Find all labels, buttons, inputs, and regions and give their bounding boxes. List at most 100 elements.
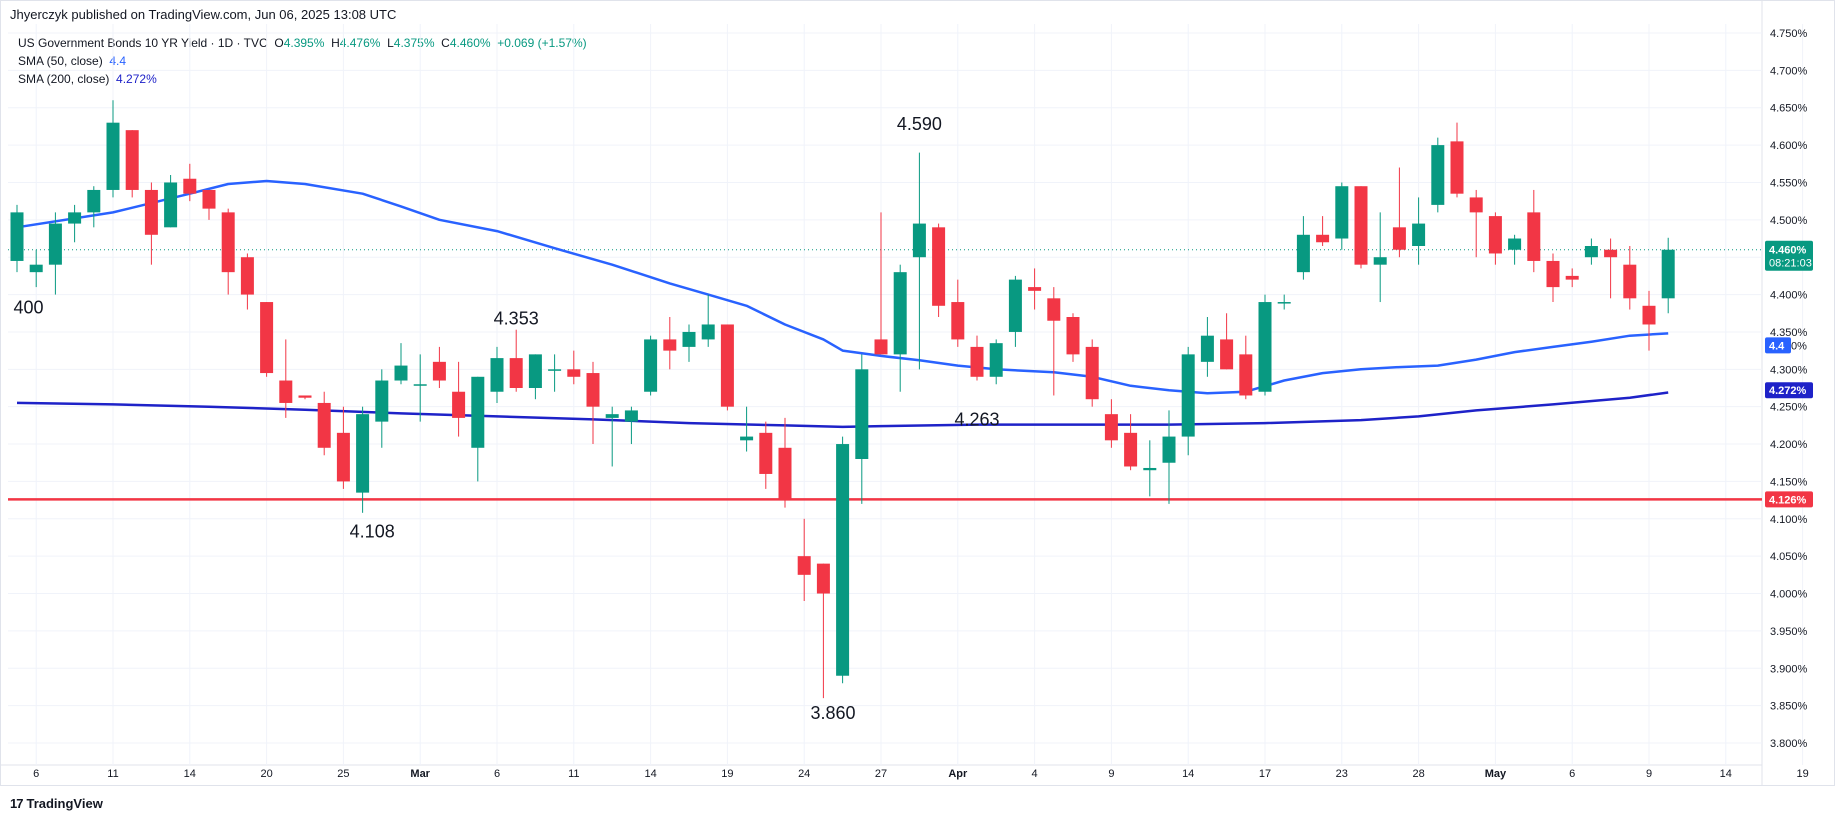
candle <box>10 204 24 273</box>
candle-body <box>644 339 658 392</box>
candle-body <box>1642 305 1656 325</box>
price-annotation: 4.590 <box>897 114 942 134</box>
candle-body <box>452 391 466 418</box>
candle-body <box>1527 212 1541 261</box>
candle <box>279 339 293 418</box>
candle-body <box>221 212 235 273</box>
candle <box>1392 167 1406 258</box>
candle-body <box>682 331 696 347</box>
candle <box>1335 182 1349 250</box>
candle-body <box>816 563 830 594</box>
candle-body <box>970 346 984 377</box>
candle <box>260 302 274 377</box>
y-tick-label: 4.200% <box>1770 439 1808 451</box>
sma50-value: 4.4 <box>109 54 127 68</box>
candle-body <box>144 189 158 235</box>
candle-body <box>125 130 139 190</box>
candle <box>509 329 523 392</box>
candle <box>1527 189 1541 273</box>
candle <box>912 152 926 370</box>
candle-body <box>1220 339 1234 370</box>
candle-body <box>1335 186 1349 239</box>
candle <box>1546 253 1560 303</box>
candle <box>1239 335 1253 400</box>
candle <box>394 343 408 385</box>
candle <box>836 436 850 684</box>
candle <box>1162 410 1176 504</box>
candle-body <box>413 384 427 386</box>
candle-body <box>1623 264 1637 299</box>
price-annotation: 4.353 <box>494 308 539 328</box>
y-tick-label: 4.000% <box>1770 589 1808 601</box>
candle <box>356 406 370 513</box>
legend-sma50-row[interactable]: SMA (50, close) 4.4 <box>18 52 587 70</box>
support-tag: 4.126% <box>1769 494 1807 506</box>
candle-body <box>951 302 965 340</box>
candle <box>759 421 773 489</box>
change-value: +0.069 (+1.57%) <box>497 36 587 50</box>
x-tick-label: 6 <box>1569 768 1575 780</box>
candle <box>1604 238 1618 299</box>
candle-body <box>240 257 254 295</box>
candle-body <box>1450 141 1464 194</box>
candle <box>605 406 619 467</box>
candle-body <box>1316 234 1330 243</box>
candle-body <box>740 436 754 441</box>
x-tick-label: 14 <box>1720 768 1732 780</box>
candle <box>816 563 830 699</box>
x-tick-label: Mar <box>410 768 430 780</box>
candle <box>548 354 562 392</box>
candle <box>471 376 485 482</box>
candle <box>1104 399 1118 448</box>
sma50-line <box>16 179 1669 395</box>
candle-body <box>548 369 562 371</box>
sma50-tag-tail: 0% <box>1791 340 1807 352</box>
candle-body <box>1373 257 1387 265</box>
candle <box>1488 212 1502 265</box>
x-tick-label: 11 <box>107 768 118 780</box>
candle <box>1200 317 1214 377</box>
candle-body <box>1508 238 1522 250</box>
candle-body <box>1124 432 1138 467</box>
x-tick-label: 6 <box>494 768 500 780</box>
candle-body <box>1661 249 1675 299</box>
y-tick-label: 4.500% <box>1770 215 1808 227</box>
candle-body <box>1008 279 1022 332</box>
candle <box>855 354 869 504</box>
candle-body <box>1085 346 1099 400</box>
sma50-tag: 4.4 <box>1769 340 1785 352</box>
sma200-value: 4.272% <box>116 72 157 86</box>
candle <box>624 406 638 445</box>
x-tick-label: 19 <box>1796 768 1808 780</box>
legend-symbol-row[interactable]: US Government Bonds 10 YR Yield · 1D · T… <box>18 36 587 50</box>
candle <box>48 212 62 295</box>
candle-body <box>1200 335 1214 362</box>
y-tick-label: 4.700% <box>1770 65 1808 77</box>
candle-body <box>356 414 370 493</box>
candle <box>1508 234 1522 265</box>
legend-sma200-row[interactable]: SMA (200, close) 4.272% <box>18 70 587 88</box>
candle-body <box>567 369 581 377</box>
candle-body <box>1469 197 1483 213</box>
candle <box>452 361 466 437</box>
candle <box>336 406 350 489</box>
candle <box>1181 346 1195 456</box>
candle-body <box>394 365 408 381</box>
candle <box>874 212 888 355</box>
candle-body <box>1412 223 1426 246</box>
candle <box>932 223 946 317</box>
candle-body <box>336 432 350 482</box>
candle <box>720 324 734 411</box>
candle-body <box>893 272 907 355</box>
candle-body <box>375 380 389 422</box>
candle-body <box>29 264 43 273</box>
candle <box>106 100 120 198</box>
y-tick-label: 3.850% <box>1770 701 1808 713</box>
candle <box>1008 275 1022 347</box>
candle-body <box>183 178 197 194</box>
candle <box>567 350 581 385</box>
candle <box>490 346 504 403</box>
candle-body <box>48 223 62 265</box>
candle <box>375 369 389 448</box>
